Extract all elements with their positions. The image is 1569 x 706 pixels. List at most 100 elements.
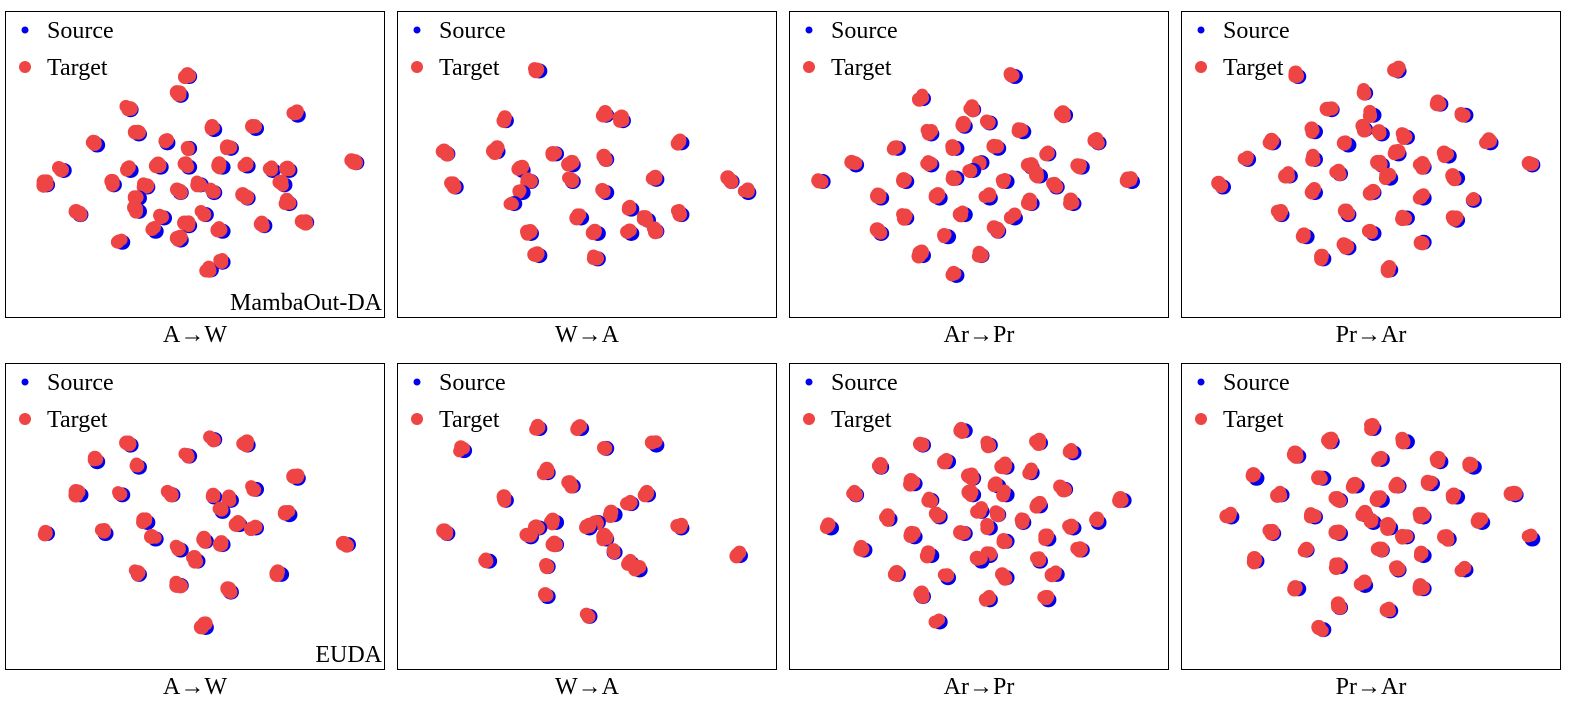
target-point [947,141,961,156]
target-point [1090,513,1104,528]
legend-marker [19,61,31,73]
target-point [221,489,236,504]
target-point [898,172,912,187]
target-point [644,435,659,450]
target-point [214,535,229,550]
target-point [286,106,300,120]
target-point [545,145,561,161]
target-point [587,249,600,263]
target-point [903,528,919,544]
legend-label: Target [1223,407,1284,433]
target-point [1332,493,1347,508]
target-point [272,174,287,190]
legend-label: Target [47,55,108,81]
legend: Source Target [411,370,506,433]
target-point [597,150,612,165]
cluster-points [811,67,1140,283]
target-point [1297,227,1311,241]
target-point [980,517,994,532]
target-point [220,581,235,596]
target-point [219,139,235,154]
target-point [440,147,455,162]
target-point [1420,474,1435,489]
target-point [1039,147,1053,162]
target-point [980,438,996,454]
target-point [956,115,972,131]
tsne-panel: Source Target W→A [397,363,777,706]
target-point [1021,195,1036,210]
target-point [181,69,195,83]
target-point [1362,223,1378,239]
target-point [538,589,552,602]
target-point [579,607,593,621]
target-point [539,558,552,572]
target-point [1306,123,1320,137]
target-point [722,172,738,188]
tsne-panel: Source Target EUDA A→W [5,363,385,706]
target-point [1273,204,1289,219]
target-point [280,505,294,518]
target-point [205,490,219,503]
target-point [1331,599,1345,612]
target-point [1390,64,1404,78]
target-point [1262,523,1276,537]
target-point [186,550,202,565]
target-point [988,477,1003,492]
target-point [1115,493,1129,508]
target-point [528,62,541,76]
target-point [453,444,466,458]
target-point [173,183,188,198]
panel-caption: Pr→Ar [1335,322,1407,348]
target-point [595,183,610,197]
target-point [639,485,655,501]
target-point [628,562,643,577]
target-point [239,190,254,205]
target-point [1396,127,1411,142]
panel-caption: A→W [163,322,227,348]
target-point [1288,581,1303,595]
target-point [160,133,174,147]
legend-label: Source [439,370,506,396]
target-point [1481,133,1494,147]
target-point [1429,96,1444,112]
target-point [129,201,142,215]
target-point [1524,528,1538,542]
tsne-panel: Source Target Pr→Ar [1181,11,1561,354]
target-point [1465,457,1479,471]
panel-caption: A→W [163,674,227,700]
target-point [506,197,519,211]
target-point [928,506,944,521]
scatter-plot: Source Target [1181,11,1561,318]
target-point [440,527,454,541]
target-point [573,419,588,433]
target-point [964,489,978,503]
target-point [1373,541,1386,554]
target-point [73,207,88,222]
target-point [1031,436,1047,452]
legend-marker [1197,378,1205,386]
cluster-points [36,67,365,278]
target-point [540,465,555,480]
target-point [930,187,946,202]
target-point [512,184,526,198]
plot-frame [5,363,385,670]
target-point [996,175,1010,189]
legend-label: Target [439,407,500,433]
target-point [991,506,1005,521]
target-point [546,512,559,526]
target-point [582,519,597,534]
target-point [1303,510,1317,524]
target-point [1298,543,1313,558]
target-point [1247,551,1262,566]
target-point [1304,184,1320,200]
target-point [1371,124,1387,139]
target-point [68,483,84,499]
target-point [127,190,142,204]
target-point [262,161,277,176]
legend-marker [411,413,423,425]
target-point [246,482,261,497]
target-point [1288,68,1303,82]
target-point [287,468,301,482]
target-point [1041,589,1055,603]
target-point [279,161,294,176]
